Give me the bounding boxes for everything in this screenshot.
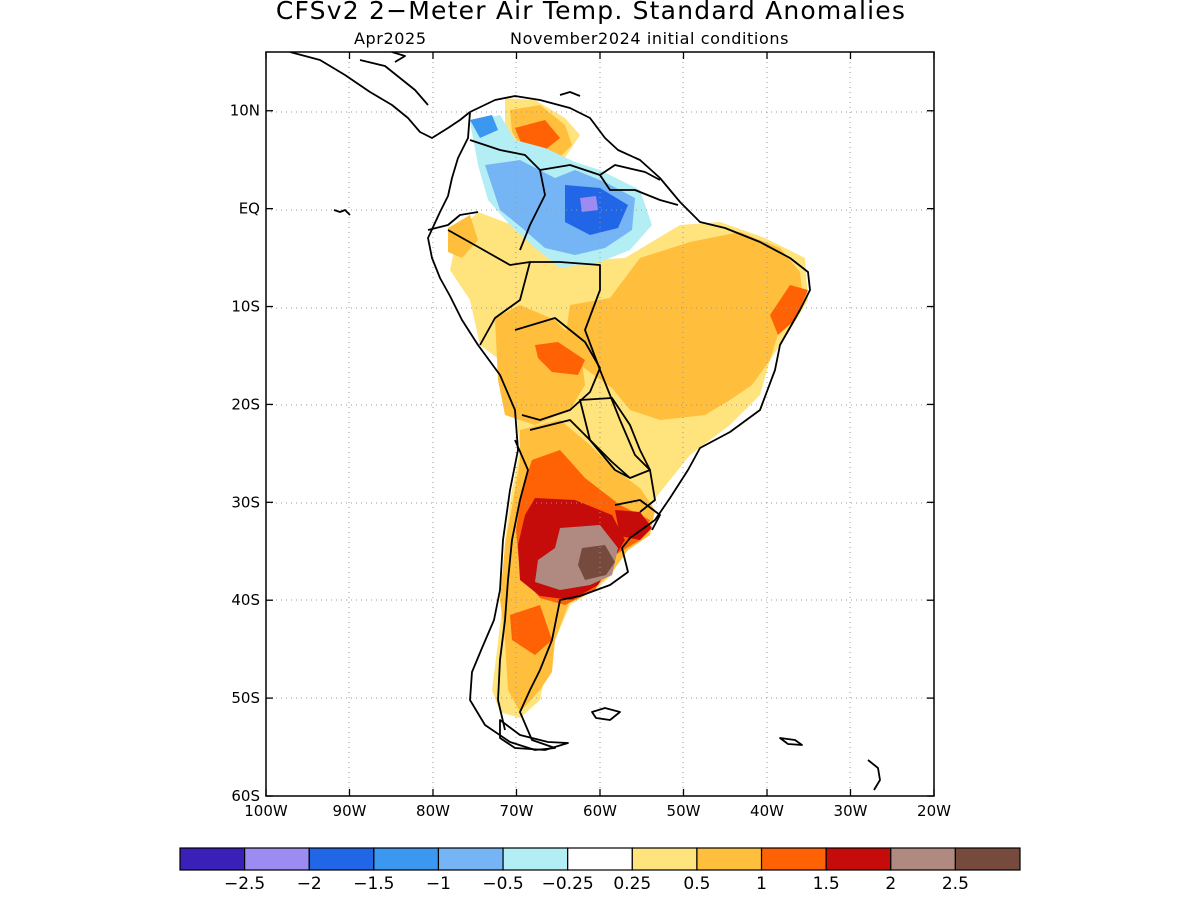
initial-conditions: November2024 initial conditions <box>510 29 790 48</box>
paraguay-border <box>579 397 651 479</box>
argentina-chile-border <box>497 439 529 731</box>
colorbar: −2.5 −2 −1.5 −1 −0.5 −0.25 0.25 0.5 1 1.5 2 2.5 <box>179 847 1021 894</box>
colorbar-swatch <box>631 847 698 871</box>
lon-tick-label: 70W <box>500 802 534 820</box>
colorbar-label: 2.5 <box>942 874 969 894</box>
colorbar-label: 1 <box>756 874 767 894</box>
colorbar-label: 0.5 <box>683 874 710 894</box>
colorbar-swatch <box>502 847 569 871</box>
anomaly-field-cool-core <box>580 196 598 212</box>
colorbar-swatch <box>696 847 763 871</box>
colorbar-label: −0.5 <box>482 874 523 894</box>
colorbar-swatch <box>954 847 1021 871</box>
colorbar-swatch <box>567 847 633 871</box>
coastlines <box>289 52 881 791</box>
colorbar-swatch <box>244 847 310 871</box>
lon-tick-label: 100W <box>244 802 288 820</box>
colorbar-swatch <box>825 847 892 871</box>
lat-tick-label: EQ <box>239 200 260 218</box>
lat-tick-label: 40S <box>231 591 260 609</box>
lon-tick-label: 60W <box>583 802 617 820</box>
brazil-west-border <box>530 261 656 513</box>
venezuela-border <box>539 164 661 181</box>
guianas-border <box>599 174 679 206</box>
colorbar-swatch <box>373 847 440 871</box>
anomaly-field-patagonia-north <box>510 605 552 655</box>
colorbar-label: −2.5 <box>224 874 265 894</box>
anomaly-field-north-coast-core <box>515 120 560 150</box>
colorbar-label: −1 <box>426 874 451 894</box>
colorbar-label: 2 <box>885 874 896 894</box>
uruguay-border <box>614 499 661 531</box>
anomaly-field-central-brazil <box>565 232 803 420</box>
lon-tick-label: 40W <box>750 802 784 820</box>
anomaly-field-bolivia <box>495 305 585 425</box>
colorbar-swatch <box>760 847 827 871</box>
lat-tick-label: 10N <box>230 102 260 120</box>
south-sandwich <box>867 759 881 791</box>
caribbean-coast <box>359 59 429 106</box>
lon-tick-label: 90W <box>333 802 367 820</box>
colorbar-label: 0.25 <box>613 874 651 894</box>
caribbean-islands <box>559 91 581 97</box>
anomaly-field-andes-small <box>448 215 478 258</box>
chart-title: CFSv2 2−Meter Air Temp. Standard Anomali… <box>275 0 907 25</box>
falkland-islands <box>591 707 621 721</box>
cuba <box>391 52 406 63</box>
anomaly-field-northeast-brazil <box>770 285 808 335</box>
lon-tick-label: 50W <box>667 802 701 820</box>
lat-tick-label: 20S <box>231 395 260 413</box>
graticule <box>266 52 934 796</box>
peru-border <box>447 229 531 346</box>
lat-tick-label: 30S <box>231 493 260 511</box>
colorbar-label: −2 <box>297 874 322 894</box>
galapagos <box>333 209 351 216</box>
anomaly-field-pampas-core <box>578 545 615 580</box>
colorbar-swatch <box>179 847 246 871</box>
lat-tick-label: 10S <box>231 298 260 316</box>
colorbar-swatch <box>890 847 956 871</box>
colorbar-swatch <box>308 847 375 871</box>
anomaly-fields <box>448 98 808 718</box>
south-georgia <box>779 737 803 746</box>
ecuador-border <box>427 211 479 231</box>
colorbar-label: −1.5 <box>353 874 394 894</box>
lon-tick-label: 30W <box>834 802 868 820</box>
bolivia-border <box>514 317 601 421</box>
argentina-north-border <box>529 419 631 479</box>
south-america-coast <box>427 95 811 751</box>
colorbar-swatch <box>437 847 504 871</box>
anomaly-field-uruguay <box>615 510 652 540</box>
lon-tick-label: 20W <box>917 802 951 820</box>
lat-tick-label: 60S <box>231 787 260 805</box>
colorbar-label: 1.5 <box>813 874 840 894</box>
lon-tick-label: 80W <box>416 802 450 820</box>
colorbar-label: −0.25 <box>542 874 594 894</box>
lat-tick-label: 50S <box>231 689 260 707</box>
tierra-del-fuego <box>499 719 569 751</box>
valid-month: Apr2025 <box>354 29 427 48</box>
anomaly-field-bolivia-core <box>535 342 585 375</box>
central-america-coast <box>289 52 471 139</box>
anomaly-field-cool-west <box>470 115 498 138</box>
